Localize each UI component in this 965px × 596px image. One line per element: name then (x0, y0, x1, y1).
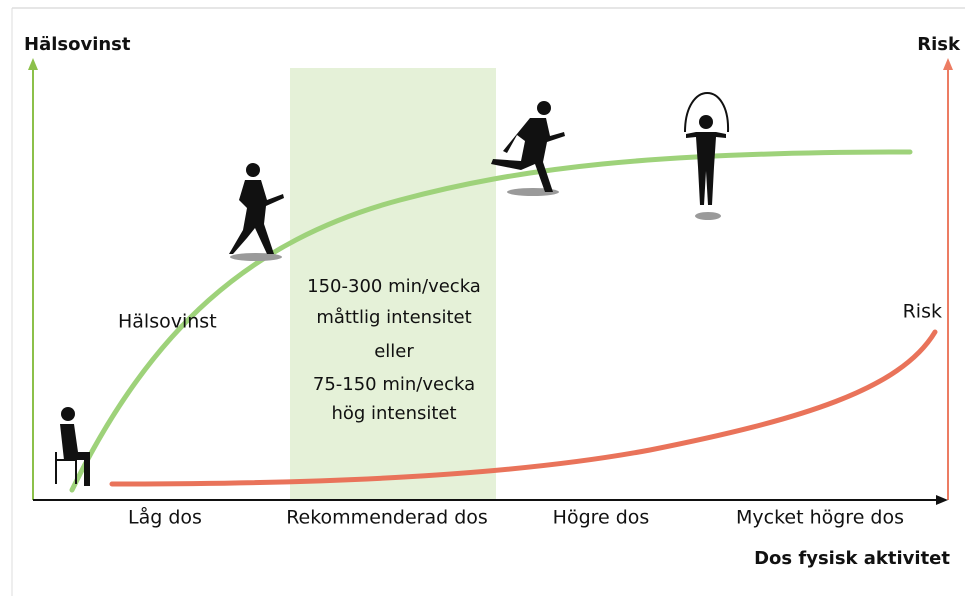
category-label: Rekommenderad dos (286, 507, 488, 529)
category-label: Låg dos (128, 506, 202, 529)
recommendation-line: hög intensitet (331, 403, 456, 424)
diagram: Hälsovinst Risk Dos fysisk aktivitet Låg… (0, 0, 965, 596)
x-axis-arrow (936, 495, 948, 505)
risk-curve-label: Risk (903, 301, 942, 323)
left-axis-arrow (28, 58, 38, 70)
category-label: Högre dos (553, 507, 650, 529)
recommendation-line: 150-300 min/vecka (307, 276, 481, 297)
walking-figure (229, 163, 284, 261)
recommendation-line: 75-150 min/vecka (313, 374, 475, 395)
right-axis-label: Risk (917, 34, 961, 55)
recommendation-line: eller (374, 341, 414, 362)
sitting-figure (56, 407, 90, 486)
left-axis-label: Hälsovinst (24, 34, 131, 55)
x-axis-label: Dos fysisk aktivitet (754, 548, 950, 569)
recommendation-line: måttlig intensitet (316, 307, 471, 328)
running-figure (491, 101, 565, 196)
benefit-curve-label: Hälsovinst (118, 311, 217, 333)
category-label: Mycket högre dos (736, 507, 904, 529)
risk-curve (112, 332, 935, 484)
right-axis-arrow (943, 58, 953, 70)
